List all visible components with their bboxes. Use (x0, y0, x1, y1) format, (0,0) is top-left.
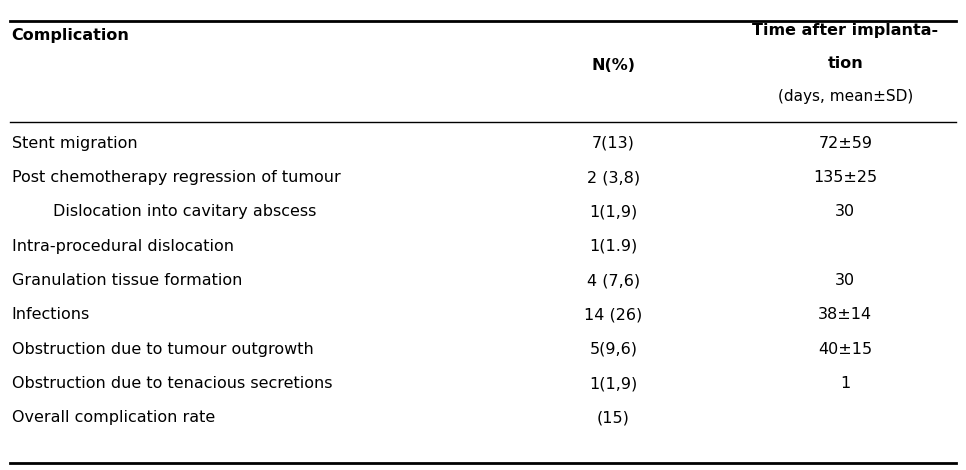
Text: 1: 1 (840, 376, 850, 391)
Text: 7(13): 7(13) (592, 136, 635, 151)
Text: 5(9,6): 5(9,6) (589, 342, 638, 357)
Text: 72±59: 72±59 (818, 136, 872, 151)
Text: Time after implanta-: Time after implanta- (753, 23, 938, 38)
Text: 30: 30 (836, 273, 855, 288)
Text: 135±25: 135±25 (813, 170, 877, 185)
Text: Dislocation into cavitary abscess: Dislocation into cavitary abscess (12, 204, 316, 219)
Text: tion: tion (827, 56, 864, 71)
Text: Obstruction due to tumour outgrowth: Obstruction due to tumour outgrowth (12, 342, 313, 357)
Text: (15): (15) (597, 410, 630, 425)
Text: Stent migration: Stent migration (12, 136, 137, 151)
Text: 14 (26): 14 (26) (584, 307, 642, 322)
Text: Complication: Complication (12, 28, 129, 43)
Text: (days, mean±SD): (days, mean±SD) (778, 89, 913, 104)
Text: 1(1,9): 1(1,9) (589, 376, 638, 391)
Text: Intra-procedural dislocation: Intra-procedural dislocation (12, 239, 234, 254)
Text: Granulation tissue formation: Granulation tissue formation (12, 273, 242, 288)
Text: 1(1.9): 1(1.9) (589, 239, 638, 254)
Text: Infections: Infections (12, 307, 90, 322)
Text: Obstruction due to tenacious secretions: Obstruction due to tenacious secretions (12, 376, 332, 391)
Text: N(%): N(%) (591, 58, 636, 73)
Text: 40±15: 40±15 (818, 342, 872, 357)
Text: 38±14: 38±14 (818, 307, 872, 322)
Text: Post chemotherapy regression of tumour: Post chemotherapy regression of tumour (12, 170, 340, 185)
Text: Overall complication rate: Overall complication rate (12, 410, 214, 425)
Text: 30: 30 (836, 204, 855, 219)
Text: 4 (7,6): 4 (7,6) (587, 273, 639, 288)
Text: 1(1,9): 1(1,9) (589, 204, 638, 219)
Text: 2 (3,8): 2 (3,8) (587, 170, 639, 185)
